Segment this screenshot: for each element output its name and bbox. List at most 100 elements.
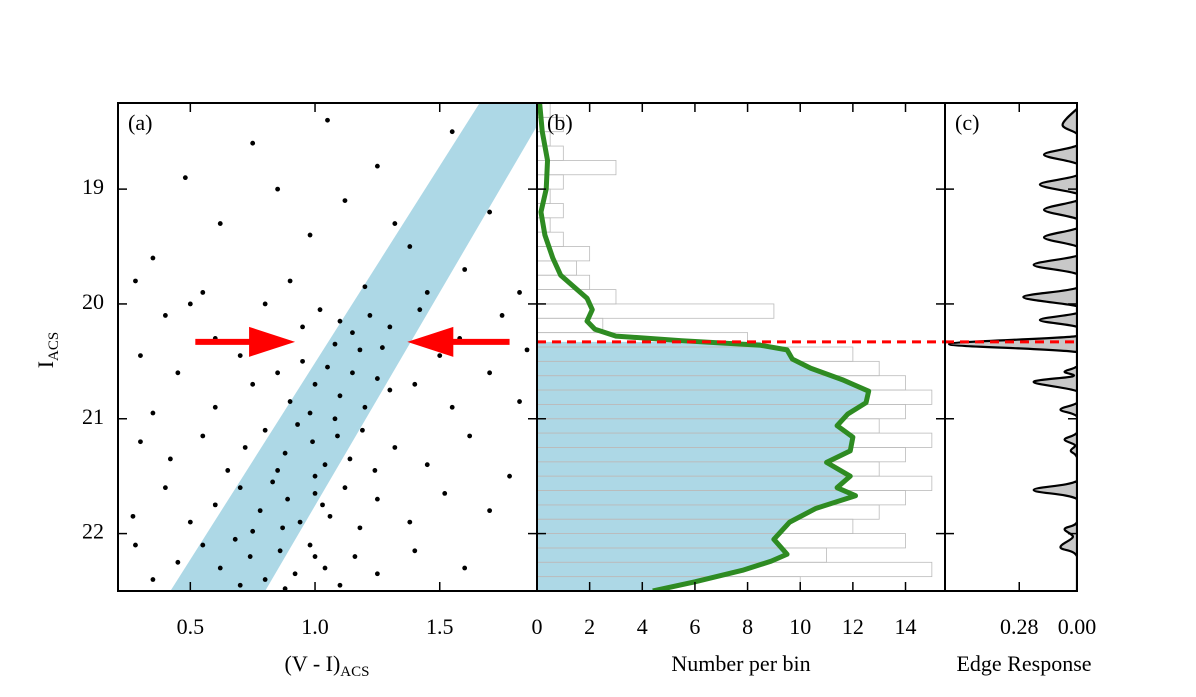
star [325,364,330,370]
star [295,422,300,427]
star [424,290,430,295]
star [162,313,168,318]
area-below-trgb [537,341,869,591]
histogram-bar [537,160,617,176]
star [322,565,328,571]
star [133,542,138,548]
star [342,485,348,491]
star [374,376,380,381]
star [280,525,286,531]
star [262,577,268,582]
star [287,399,293,404]
star [350,330,355,336]
star [320,502,325,508]
star [130,513,136,519]
star [367,313,373,318]
smoothed-line [537,103,872,591]
arrow-head [407,326,454,357]
star [499,313,505,318]
star [212,404,218,410]
star [250,381,256,387]
star [262,427,268,433]
star [275,468,281,473]
x-tick-label: 1.0 [301,614,329,639]
star [212,502,218,508]
star [317,307,323,313]
star [442,491,448,496]
frame [944,102,1078,592]
star [310,439,315,445]
star [352,554,358,559]
star [524,347,530,353]
star [167,456,173,462]
star [362,404,368,410]
histogram-bar [537,246,591,262]
star [187,519,193,525]
star [250,140,256,146]
x-tick-label: 8 [742,614,753,639]
x-axis-label: Number per bin [671,651,810,676]
x-axis-label: (V - I)ACS [285,651,370,680]
star [374,163,380,169]
star [270,479,276,485]
star [392,221,398,226]
x-tick-label: 1.5 [426,614,454,639]
star [387,324,393,330]
star [162,485,168,491]
star [387,387,393,393]
star [360,427,365,433]
star [337,393,343,399]
star [332,341,338,347]
star [262,301,268,307]
star [312,381,318,387]
star [307,542,313,548]
histogram-bar [537,145,564,161]
star [327,513,333,519]
star [335,433,340,439]
star [342,198,348,204]
star [287,278,293,284]
star [150,577,156,582]
star [462,565,468,571]
star [379,345,385,350]
panel-label: (b) [547,110,573,135]
plot-area [537,103,945,591]
x-tick-label: 6 [689,614,700,639]
star [217,221,223,226]
star [350,370,355,376]
star [337,582,343,588]
star [250,528,256,534]
star [325,117,330,123]
x-tick-label: 0.5 [177,614,205,639]
star [312,554,318,559]
histogram-bar [537,303,775,319]
y-tick-label: 20 [82,289,104,314]
plot-area [130,103,537,591]
x-tick-label: 10 [789,614,811,639]
star [217,565,223,571]
star [449,404,455,410]
star [282,450,288,456]
star [312,473,318,479]
star [307,232,313,238]
x-tick-label: 0.28 [1000,614,1039,639]
star [277,548,283,554]
star [257,508,263,514]
star [462,267,468,272]
y-label-main: I [33,361,58,368]
star [292,571,298,577]
x-tick-label: 0 [532,614,543,639]
star [332,416,338,422]
star [337,318,343,324]
star [487,209,493,215]
x-tick-label: 14 [895,614,917,639]
x-tick-label: 0.00 [1058,614,1097,639]
star [242,445,248,450]
star [517,290,522,295]
star [312,491,318,496]
y-tick-label: 21 [82,404,104,429]
star [275,370,281,376]
star [225,468,231,473]
star [424,462,430,468]
